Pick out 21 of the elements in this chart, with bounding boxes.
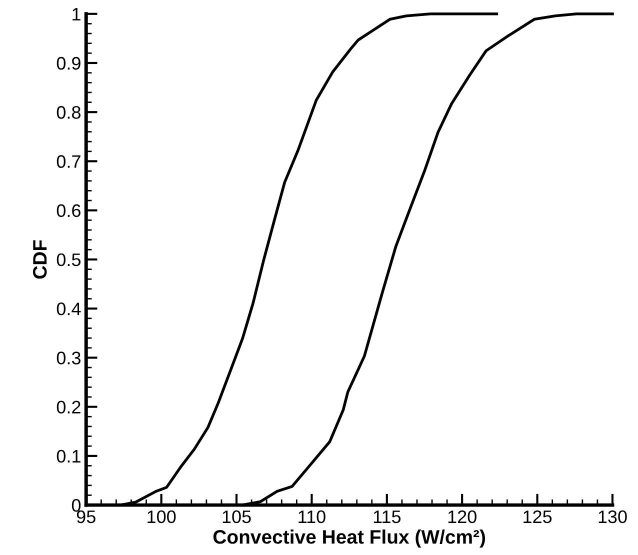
y-tick-label: 0 — [72, 498, 81, 512]
y-tick-label: 0.3 — [56, 352, 80, 364]
x-tick-label: 100 — [148, 510, 176, 524]
y-tick-label: 0.4 — [56, 302, 81, 316]
y-tick-label: 0.5 — [56, 253, 81, 266]
x-tick-label: 130 — [598, 510, 627, 524]
x-tick-label: 105 — [222, 510, 251, 524]
y-tick-label: 0.9 — [56, 56, 80, 70]
x-tick-label: 120 — [448, 510, 476, 524]
x-tick-label: 110 — [298, 510, 326, 524]
x-tick-label: 95 — [76, 510, 96, 524]
x-tick-label: 125 — [524, 510, 552, 524]
y-axis-title: CDF — [33, 240, 47, 279]
x-axis-title: Convective Heat Flux (W/cm²) — [213, 530, 486, 548]
y-tick-label: 0.8 — [56, 106, 80, 119]
y-tick-label: 0.2 — [56, 400, 80, 414]
y-tick-label: 0.1 — [56, 450, 80, 463]
x-tick-label: 115 — [374, 510, 401, 524]
y-tick-label: 1 — [72, 8, 80, 20]
y-tick-label: 0.6 — [56, 204, 80, 218]
y-tick-label: 0.7 — [56, 155, 80, 168]
